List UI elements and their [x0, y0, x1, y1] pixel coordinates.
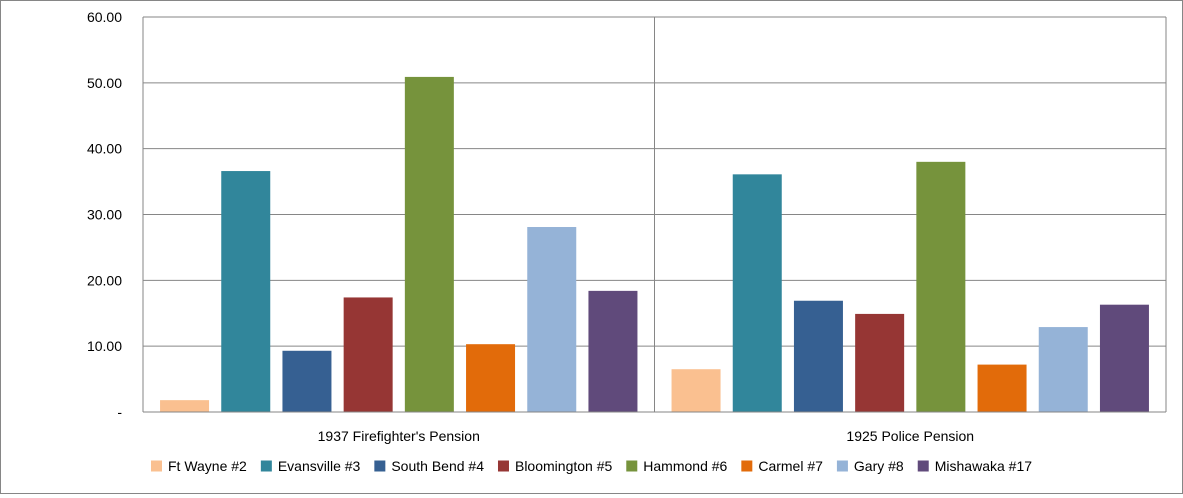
legend-item: South Bend #4 [374, 458, 484, 474]
bar [221, 171, 271, 412]
bar [916, 161, 966, 412]
bar [527, 227, 577, 412]
bars [160, 76, 1149, 413]
bar [404, 76, 454, 413]
legend-swatch [150, 460, 162, 472]
legend-label: South Bend #4 [391, 458, 484, 474]
legend-label: Evansville #3 [278, 458, 361, 474]
legend-swatch [374, 460, 386, 472]
legend-swatch [626, 460, 638, 472]
bar [977, 364, 1027, 412]
legend-item: Bloomington #5 [497, 458, 613, 474]
bar [588, 290, 638, 412]
gridlines [142, 16, 1167, 412]
legend-item: Evansville #3 [260, 458, 361, 474]
legend-item: Hammond #6 [626, 458, 728, 474]
y-tick-label: 50.00 [87, 75, 122, 91]
bar [671, 369, 721, 412]
legend-item: Gary #8 [836, 458, 904, 474]
legend-swatch [260, 460, 272, 472]
x-category-label: 1925 Police Pension [846, 428, 974, 444]
bar [466, 344, 516, 412]
bar [160, 400, 210, 412]
y-tick-label: 40.00 [87, 141, 122, 157]
axes: - 10.00 20.00 30.00 40.00 50.00 60.00 1937 Fire… [87, 9, 1166, 444]
bar [282, 350, 332, 412]
legend-item: Mishawaka #17 [917, 458, 1032, 474]
legend-swatch [917, 460, 929, 472]
legend-item: Ft Wayne #2 [150, 458, 247, 474]
y-tick-label: 20.00 [87, 272, 122, 288]
legend-swatch [836, 460, 848, 472]
bar [855, 313, 905, 412]
legend-label: Ft Wayne #2 [168, 458, 247, 474]
legend-label: Gary #8 [854, 458, 904, 474]
bar [343, 297, 393, 412]
y-tick-label: 10.00 [87, 338, 122, 354]
bar [1099, 304, 1149, 412]
legend-label: Bloomington #5 [515, 458, 613, 474]
legend-label: Carmel #7 [758, 458, 823, 474]
legend-swatch [497, 460, 509, 472]
y-tick-label: 30.00 [87, 207, 122, 223]
legend: Ft Wayne #2 Evansville #3 South Bend #4 Blo… [150, 458, 1032, 474]
x-category-label: 1937 Firefighter's Pension [318, 428, 480, 444]
legend-label: Mishawaka #17 [935, 458, 1032, 474]
legend-swatch [741, 460, 753, 472]
legend-item: Carmel #7 [741, 458, 823, 474]
y-tick-label: - [117, 404, 122, 420]
bar [1038, 327, 1088, 412]
legend-label: Hammond #6 [643, 458, 727, 474]
y-tick-label: 60.00 [87, 9, 122, 25]
bar [732, 174, 782, 412]
bar [793, 300, 843, 412]
